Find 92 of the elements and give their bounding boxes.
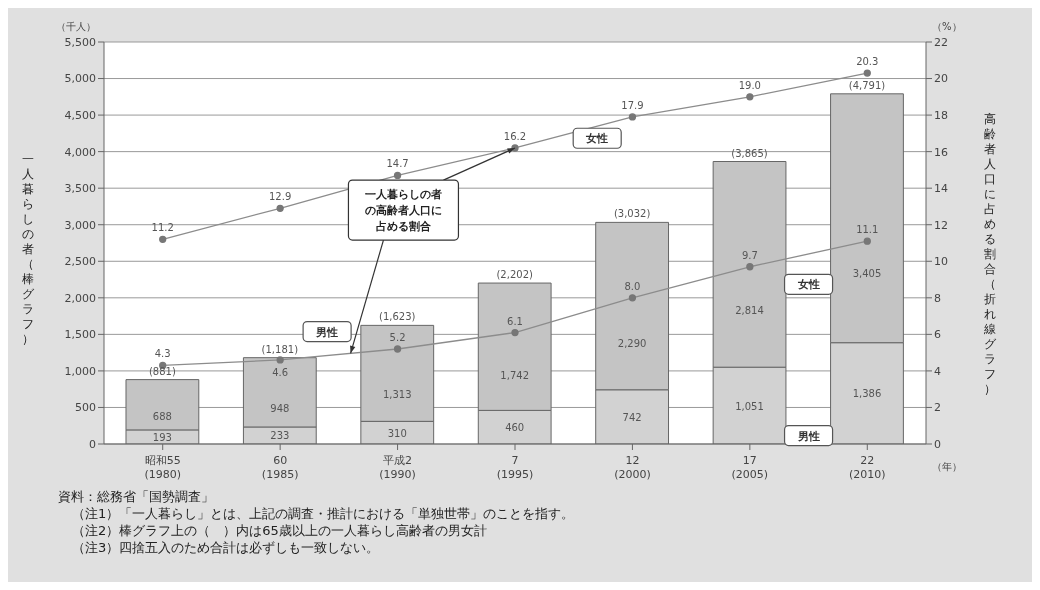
data-label: 4.3 (154, 348, 171, 360)
y-tick-label: 3,500 (64, 182, 96, 196)
x-tick-label: 7 (1995) (496, 454, 534, 481)
data-label: 3,405 (852, 268, 882, 280)
point (746, 93, 754, 101)
y2-tick-label: 22 (934, 35, 948, 49)
data-label: 2,814 (735, 304, 764, 316)
text: （注3）四捨五入のため合計は必ずしも一致しない。 (71, 539, 381, 556)
data-label: 12.9 (269, 191, 292, 203)
data-label: 11.1 (856, 224, 879, 236)
point (159, 235, 167, 243)
total-label: (4,791) (848, 79, 886, 91)
data-label: 1,386 (852, 388, 882, 400)
y-tick-label: 1,000 (64, 364, 96, 378)
y2-tick-label: 0 (934, 437, 941, 451)
point (863, 237, 871, 245)
y-tick-label: 2,500 (64, 255, 96, 269)
text: （千人） (56, 21, 96, 32)
point (628, 113, 637, 121)
x-tick-label: 60 (1985) (261, 454, 299, 481)
text: 一人暮らしの者（棒グラフ） (22, 152, 34, 346)
point (511, 328, 519, 337)
data-label: 5.2 (389, 331, 406, 343)
y2-tick-label: 12 (934, 218, 948, 232)
total-label: (2,202) (496, 269, 533, 281)
data-label: 16.2 (503, 130, 527, 142)
data-label: 19.0 (738, 79, 761, 91)
data-label: 6.1 (507, 315, 523, 327)
data-label: 233 (270, 430, 290, 442)
y-tick-label: 5,500 (64, 35, 96, 49)
point (276, 356, 284, 364)
series-label: 女性 (585, 132, 609, 146)
text: （年） (932, 461, 962, 472)
x-tick-label: 昭和55 (1980) (144, 454, 181, 481)
data-label: 1,313 (382, 389, 412, 401)
data-label: 1,051 (735, 400, 764, 412)
point (746, 263, 754, 271)
total-label: (3,032) (613, 208, 651, 220)
y-tick-label: 0 (89, 437, 96, 451)
point (393, 171, 402, 180)
point (276, 204, 284, 212)
total-label: (881) (148, 365, 176, 377)
data-label: 310 (387, 427, 407, 439)
point (863, 69, 871, 77)
series-label: 女性 (796, 278, 820, 292)
data-label: 193 (152, 431, 172, 443)
data-label: 948 (270, 402, 290, 414)
total-label: (1,181) (261, 343, 299, 355)
y2-tick-label: 18 (934, 109, 948, 122)
y2-tick-label: 10 (934, 255, 948, 269)
y-tick-label: 4,500 (64, 109, 96, 122)
x-tick-label: 平成2 (1990) (379, 454, 416, 481)
total-label: (1,623) (379, 311, 416, 323)
data-label: 688 (152, 410, 172, 422)
data-label: 20.3 (856, 56, 879, 68)
data-label: 4.6 (272, 366, 289, 378)
data-label: 2,290 (617, 337, 647, 349)
y-tick-label: 5,000 (64, 72, 96, 86)
y-tick-label: 3,000 (64, 218, 96, 232)
text: （注2）棒グラフ上の（ ）内は65歳以上の一人暮らし高齢者の男女計 (71, 522, 488, 539)
text: 資料：総務省「国勢調査」 (58, 488, 215, 505)
x-tick-label: 12 (2000) (614, 454, 651, 481)
series-label: 男性 (315, 325, 339, 339)
annotation: 一人暮らしの者の高齢者人口に占める割合 (364, 188, 442, 234)
data-label: 11.2 (151, 222, 174, 234)
data-label: 1,742 (500, 369, 530, 381)
y-tick-label: 1,500 (64, 328, 96, 342)
text: 高齢者人口に占める割合（折れ線グラフ） (984, 112, 996, 396)
data-label: 460 (505, 422, 525, 434)
y-tick-label: 500 (75, 401, 96, 415)
y2-tick-label: 20 (934, 72, 948, 86)
y-tick-label: 2,000 (64, 291, 96, 305)
series-label: 男性 (796, 429, 820, 443)
point (393, 345, 402, 353)
x-tick-label: 22 (2010) (849, 454, 886, 481)
y-tick-label: 4,000 (64, 145, 96, 159)
text: （注1）「一人暮らし」とは、上記の調査・推計における「単独世帯」のことを指す。 (71, 505, 575, 522)
data-label: 9.7 (741, 249, 758, 261)
y2-tick-label: 8 (934, 291, 941, 305)
y2-tick-label: 6 (934, 328, 941, 342)
total-label: (3,865) (731, 147, 768, 159)
x-tick-label: 17 (2005) (731, 454, 769, 481)
data-label: 742 (622, 411, 642, 423)
text: （%） (932, 21, 962, 32)
y2-tick-label: 2 (934, 401, 941, 415)
y2-tick-label: 14 (934, 182, 948, 196)
data-label: 14.7 (386, 158, 409, 170)
data-label: 17.9 (621, 99, 644, 111)
y2-tick-label: 16 (934, 145, 948, 159)
data-label: 8.0 (624, 280, 641, 292)
y2-tick-label: 4 (934, 364, 941, 378)
point (628, 294, 637, 302)
